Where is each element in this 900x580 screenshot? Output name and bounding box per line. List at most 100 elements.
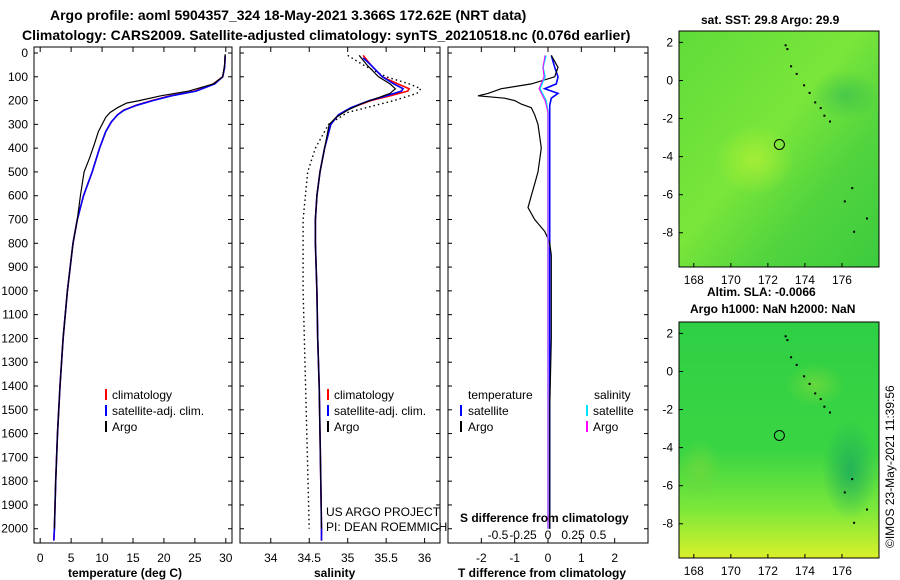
island-marker: [814, 101, 817, 104]
island-marker: [795, 363, 798, 366]
temperature-legend: climatology satellite-adj. clim. Argo: [105, 388, 204, 434]
depth-axis-labels: 0 100 200 300 400 500 600 700 800 900 1000 1100 1200…: [1, 46, 28, 536]
map-lat-label: -6: [662, 188, 673, 202]
legend-title-salinity: salinity: [594, 388, 631, 402]
island-marker: [866, 217, 868, 220]
temperature-panel: [33, 46, 233, 544]
legend-label-s-argo: Argo: [593, 420, 619, 434]
sst-map-title: sat. SST: 29.8 Argo: 29.9: [701, 13, 840, 27]
depth-tick-label: 2000: [1, 522, 28, 536]
island-marker: [803, 84, 806, 87]
depth-tick-label: 900: [8, 260, 28, 274]
island-marker: [866, 508, 868, 511]
legend-label-climatology: climatology: [334, 388, 394, 402]
island-marker: [786, 339, 789, 342]
x-tick-label: 20: [157, 551, 171, 565]
s-difference-axis-label: S difference from climatology: [460, 511, 629, 525]
difference-legend: temperature salinity satellite Argo sate…: [460, 388, 634, 434]
x-tick-label: -1: [509, 551, 520, 565]
series-line-climatology-std: [302, 54, 422, 529]
salinity-legend: climatology satellite-adj. clim. Argo US…: [326, 388, 447, 534]
x-tick-labels: 0 5 10 15 20 25 30 34 34.5 35 35.5 36 -2 -1 0 1 2 -0.5 -0.…: [37, 528, 618, 565]
map-lon-label: 168: [684, 564, 704, 578]
sst-warm-patch: [715, 125, 795, 195]
axis-ticks: [34, 47, 648, 543]
x-tick-label-top: 0.25: [561, 528, 585, 542]
legend-label-argo: Argo: [112, 420, 138, 434]
x-tick-label: 1: [578, 551, 585, 565]
map-lon-label: 172: [758, 564, 778, 578]
map-lat-label: 2: [666, 326, 673, 340]
sla-map: Altim. SLA: -0.0066 Argo h1000: NaN h200…: [662, 285, 880, 578]
legend-label-t-satellite: satellite: [468, 404, 509, 418]
copyright-footer: ©IMOS 23-May-2021 11:39:56: [883, 385, 897, 548]
x-tick-label: 0: [545, 551, 552, 565]
depth-tick-label: 400: [8, 141, 28, 155]
island-marker: [790, 65, 793, 68]
project-annotation: US ARGO PROJECT: [326, 505, 441, 519]
series-line-argo: [314, 55, 397, 529]
x-tick-label: 0: [37, 551, 44, 565]
series-line-satellite-adj-clim-: [53, 55, 226, 541]
depth-tick-label: 100: [8, 70, 28, 84]
map-lon-label: 168: [684, 273, 704, 287]
sla-low-patch: [822, 420, 878, 520]
series-line-climatology: [53, 55, 226, 541]
depth-tick-label: 1800: [1, 474, 28, 488]
legend-label-satellite: satellite-adj. clim.: [112, 404, 204, 418]
island-marker: [823, 405, 826, 408]
salinity-panel: [239, 46, 441, 544]
depth-tick-label: 1200: [1, 331, 28, 345]
x-tick-label: 36: [418, 551, 432, 565]
island-marker: [851, 187, 854, 190]
x-tick-label-top: 0: [545, 528, 552, 542]
island-marker: [808, 382, 811, 385]
x-tick-label: 2: [611, 551, 618, 565]
sst-map-ticks: 168 170 172 174 176 2 0 -2 -4 -6 -8: [662, 35, 852, 287]
map-lat-label: 0: [666, 364, 673, 378]
depth-tick-label: 1300: [1, 355, 28, 369]
island-marker: [853, 521, 856, 524]
pi-annotation: PI: DEAN ROEMMICH: [326, 520, 447, 534]
island-marker: [823, 114, 826, 117]
argo-position-marker: [773, 430, 785, 441]
legend-label-argo: Argo: [334, 420, 360, 434]
sla-mid-patch: [785, 363, 845, 407]
depth-tick-label: 200: [8, 94, 28, 108]
x-tick-label: 10: [95, 551, 109, 565]
salinity-axis-label: salinity: [314, 566, 356, 580]
map-lat-label: -4: [662, 441, 673, 455]
depth-tick-label: 1700: [1, 450, 28, 464]
x-tick-label: 34: [264, 551, 278, 565]
sla-map-ticks: 168 170 172 174 176 2 0 -2 -4 -6 -8: [662, 326, 852, 578]
island-marker: [843, 491, 846, 494]
island-marker: [853, 230, 856, 233]
sla-map-title: Altim. SLA: -0.0066: [707, 285, 816, 299]
x-tick-label: 34.5: [298, 551, 322, 565]
depth-tick-label: 800: [8, 236, 28, 250]
x-tick-label: 25: [188, 551, 202, 565]
island-marker: [819, 107, 822, 110]
island-marker: [819, 398, 822, 401]
map-lat-label: -8: [662, 517, 673, 531]
island-marker: [803, 375, 806, 378]
island-marker: [786, 48, 789, 51]
legend-title-temperature: temperature: [468, 388, 533, 402]
island-marker: [784, 44, 787, 47]
island-marker: [814, 392, 817, 395]
depth-tick-label: 1000: [1, 284, 28, 298]
profile-series: [53, 54, 560, 541]
depth-tick-label: 600: [8, 189, 28, 203]
series-line-t-argo: [477, 55, 559, 529]
island-marker: [795, 72, 798, 75]
difference-axis-label: T difference from climatology: [458, 566, 626, 580]
series-line-s-argo: [538, 55, 549, 529]
x-tick-label: 35.5: [374, 551, 398, 565]
x-tick-label: 35: [341, 551, 355, 565]
island-markers: [784, 335, 868, 524]
series-line-t-satellite: [542, 55, 560, 529]
map-lon-label: 172: [758, 273, 778, 287]
x-tick-label: -2: [476, 551, 487, 565]
x-tick-label: 5: [68, 551, 75, 565]
map-lon-label: 176: [832, 273, 852, 287]
